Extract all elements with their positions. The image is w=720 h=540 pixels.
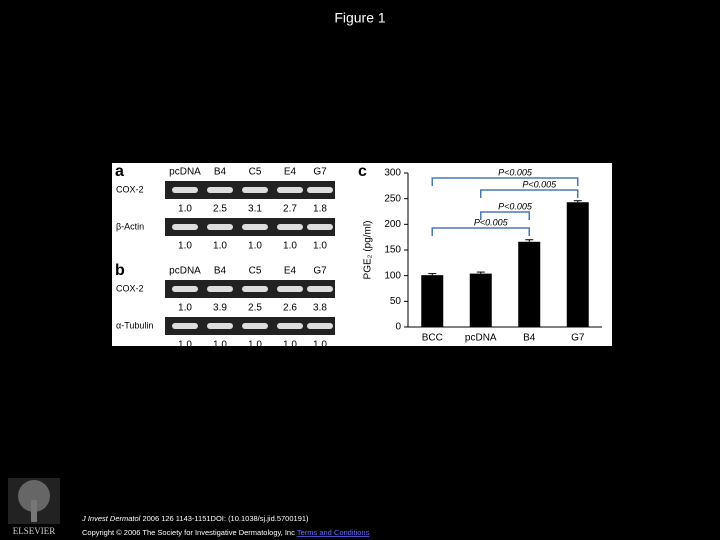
lane-label: G7 bbox=[313, 266, 327, 277]
band bbox=[172, 323, 198, 329]
y-axis-label: PGE₂ (pg/ml) bbox=[363, 221, 374, 280]
band-value: 1.0 bbox=[248, 340, 262, 351]
copyright: Copyright © 2006 The Society for Investi… bbox=[82, 528, 370, 537]
band-value: 1.0 bbox=[248, 241, 262, 252]
bar bbox=[518, 241, 541, 327]
lane-label: E4 bbox=[284, 266, 297, 277]
bracket bbox=[480, 211, 530, 220]
annotation: P<0.005 bbox=[498, 167, 533, 177]
bracket bbox=[480, 189, 579, 198]
band bbox=[207, 286, 233, 292]
band bbox=[172, 187, 198, 193]
lane-label: C5 bbox=[249, 266, 262, 277]
band-value: 3.9 bbox=[213, 303, 227, 314]
panel-label: c bbox=[358, 163, 367, 180]
band bbox=[277, 323, 303, 329]
band bbox=[307, 224, 333, 230]
panel-label: b bbox=[115, 262, 125, 279]
bar bbox=[566, 202, 589, 327]
band bbox=[277, 187, 303, 193]
band-value: 1.0 bbox=[178, 303, 192, 314]
band-value: 2.5 bbox=[248, 303, 262, 314]
copyright-text: Copyright © 2006 The Society for Investi… bbox=[82, 528, 297, 537]
band-value: 2.7 bbox=[283, 204, 297, 215]
row-label: β-Actin bbox=[116, 221, 144, 231]
band bbox=[242, 224, 268, 230]
x-tick-label: BCC bbox=[422, 333, 443, 344]
band-value: 1.0 bbox=[178, 340, 192, 351]
x-tick-label: G7 bbox=[571, 333, 585, 344]
x-tick-label: pcDNA bbox=[465, 333, 497, 344]
y-tick-label: 200 bbox=[384, 219, 401, 230]
annotation: P<0.005 bbox=[498, 201, 533, 211]
row-label: α-Tubulin bbox=[116, 320, 153, 330]
band-value: 1.8 bbox=[313, 204, 327, 215]
band bbox=[207, 187, 233, 193]
bracket bbox=[431, 227, 530, 236]
band bbox=[172, 224, 198, 230]
terms-link[interactable]: Terms and Conditions bbox=[297, 528, 370, 537]
lane-label: E4 bbox=[284, 167, 297, 178]
band bbox=[307, 323, 333, 329]
lane-label: B4 bbox=[214, 167, 227, 178]
lane-label: C5 bbox=[249, 167, 262, 178]
lane-label: B4 bbox=[214, 266, 227, 277]
band bbox=[242, 323, 268, 329]
slide-title: Figure 1 bbox=[334, 10, 386, 26]
bracket bbox=[431, 177, 579, 186]
annotation: P<0.005 bbox=[474, 217, 509, 227]
citation: J Invest Dermatol 2006 126 1143-1151DOI:… bbox=[81, 514, 309, 523]
lane-label: pcDNA bbox=[169, 266, 201, 277]
y-tick-label: 300 bbox=[384, 168, 401, 179]
band bbox=[277, 224, 303, 230]
lane-label: G7 bbox=[313, 167, 327, 178]
row-label: COX-2 bbox=[116, 283, 144, 293]
band bbox=[277, 286, 303, 292]
band-value: 1.0 bbox=[178, 204, 192, 215]
y-tick-label: 0 bbox=[395, 322, 401, 333]
logo-tree bbox=[8, 478, 60, 524]
band-value: 1.0 bbox=[313, 340, 327, 351]
band bbox=[242, 187, 268, 193]
bar bbox=[421, 275, 444, 327]
band-value: 1.0 bbox=[213, 241, 227, 252]
annotation: P<0.005 bbox=[522, 179, 557, 189]
panel-label: a bbox=[115, 163, 124, 180]
y-tick-label: 100 bbox=[384, 270, 401, 281]
band-value: 1.0 bbox=[213, 340, 227, 351]
y-tick-label: 50 bbox=[390, 296, 402, 307]
band bbox=[207, 224, 233, 230]
band bbox=[207, 323, 233, 329]
band bbox=[307, 286, 333, 292]
band-value: 1.0 bbox=[178, 241, 192, 252]
band-value: 2.5 bbox=[213, 204, 227, 215]
band-value: 1.0 bbox=[283, 241, 297, 252]
band bbox=[307, 187, 333, 193]
band-value: 3.8 bbox=[313, 303, 327, 314]
journal: J Invest Dermatol bbox=[81, 514, 141, 523]
band-value: 1.0 bbox=[283, 340, 297, 351]
citation-text: 2006 126 1143-1151DOI: (10.1038/sj.jid.5… bbox=[140, 514, 309, 523]
bar bbox=[469, 273, 492, 327]
band-value: 2.6 bbox=[283, 303, 297, 314]
y-tick-label: 250 bbox=[384, 193, 401, 204]
row-label: COX-2 bbox=[116, 184, 144, 194]
band bbox=[172, 286, 198, 292]
band bbox=[242, 286, 268, 292]
band-value: 3.1 bbox=[248, 204, 262, 215]
logo-text: ELSEVIER bbox=[13, 526, 56, 536]
band-value: 1.0 bbox=[313, 241, 327, 252]
x-tick-label: B4 bbox=[523, 333, 536, 344]
lane-label: pcDNA bbox=[169, 167, 201, 178]
y-tick-label: 150 bbox=[384, 245, 401, 256]
